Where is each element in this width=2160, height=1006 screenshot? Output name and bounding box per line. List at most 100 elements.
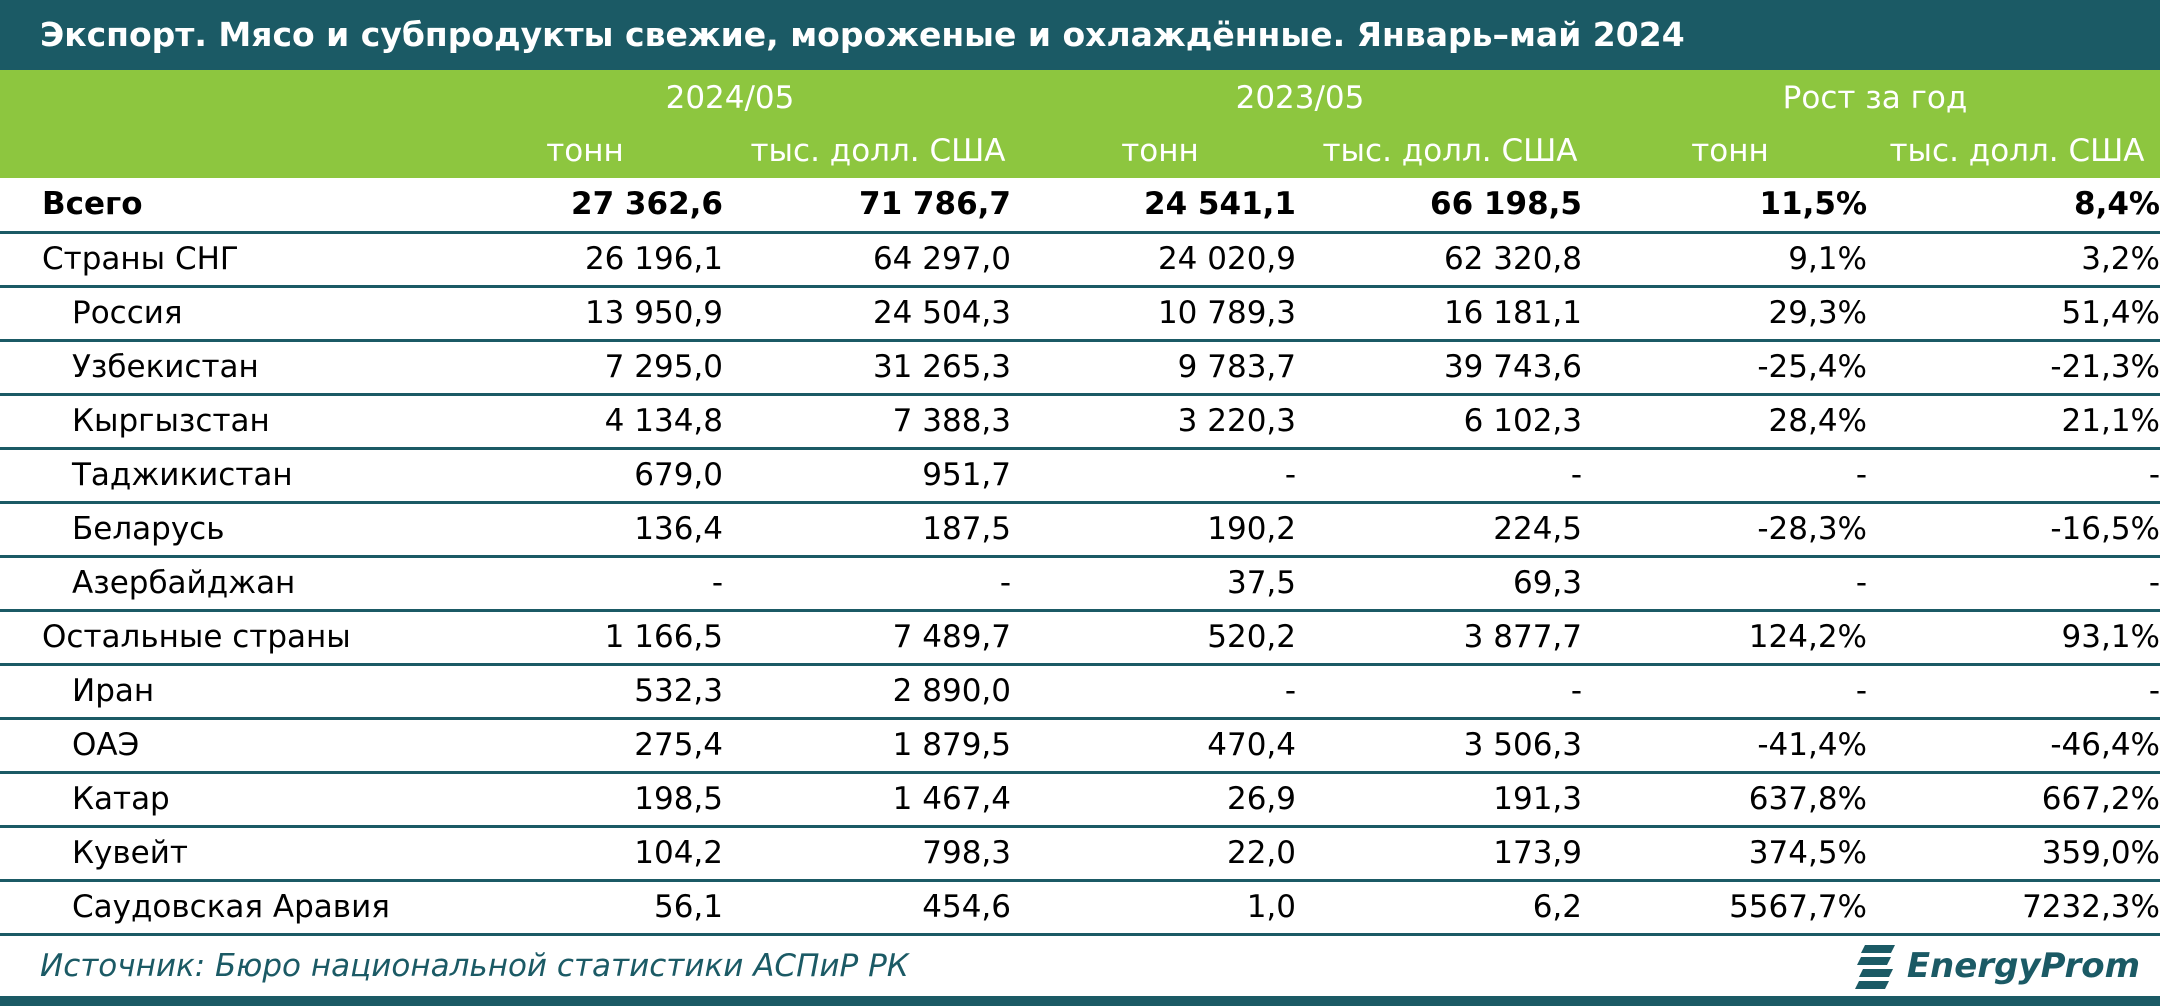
table-cell: 3 877,7 [1296, 610, 1582, 666]
row-label: Саудовская Аравия [0, 880, 505, 936]
row-label: Россия [0, 286, 505, 342]
table-cell: 28,4% [1582, 394, 1867, 450]
table-cell: 7 489,7 [723, 610, 1011, 666]
logo-text: EnergyProm [1906, 946, 2140, 986]
table-row: Узбекистан 7 295,0 31 265,3 9 783,7 39 743,6… [0, 340, 2160, 396]
table-cell: - [1296, 448, 1582, 504]
source-note: Источник: Бюро национальной статистики А… [40, 948, 909, 984]
table-row: Беларусь 136,4 187,5 190,2 224,5 -28,3% -16,5% [0, 502, 2160, 558]
table-cell: 64 297,0 [723, 232, 1011, 288]
table-cell: 37,5 [1011, 556, 1296, 612]
table-cell: 1 467,4 [723, 772, 1011, 828]
table-cell: 3 506,3 [1296, 718, 1582, 774]
table-cell: - [1582, 664, 1867, 720]
table-cell: 104,2 [505, 826, 723, 882]
unit-header-tons-growth: тонн [1691, 133, 1769, 169]
table-cell: 21,1% [1867, 394, 2160, 450]
unit-header-usd-2023: тыс. долл. США [1322, 133, 1578, 169]
table-cell: 532,3 [505, 664, 723, 720]
row-label: Узбекистан [0, 340, 505, 396]
table-cell: 798,3 [723, 826, 1011, 882]
bottom-bar [0, 996, 2160, 1006]
export-table: Всего 27 362,6 71 786,7 24 541,1 66 198,5 11,… [0, 178, 2160, 936]
table-cell: -46,4% [1867, 718, 2160, 774]
table-cell: 56,1 [505, 880, 723, 936]
table-cell: 51,4% [1867, 286, 2160, 342]
table-cell: 26 196,1 [505, 232, 723, 288]
table-cell: 7 295,0 [505, 340, 723, 396]
table-cell: 6,2 [1296, 880, 1582, 936]
table-cell: - [1582, 556, 1867, 612]
unit-header-usd-growth: тыс. долл. США [1889, 133, 2145, 169]
table-cell: 62 320,8 [1296, 232, 1582, 288]
table-row: Саудовская Аравия 56,1 454,6 1,0 6,2 5567,7% 7… [0, 880, 2160, 936]
table-header: 2024/05 2023/05 Рост за год тонн тыс. до… [0, 70, 2160, 178]
table-cell: -21,3% [1867, 340, 2160, 396]
table-cell: 359,0% [1867, 826, 2160, 882]
table-cell: - [1867, 556, 2160, 612]
table-cell: 8,4% [1867, 178, 2160, 234]
energyprom-logo-icon [1854, 945, 1895, 989]
table-cell: - [1011, 448, 1296, 504]
table-row: Таджикистан 679,0 951,7- - - - [0, 448, 2160, 504]
page-title: Экспорт. Мясо и субпродукты свежие, моро… [0, 0, 2160, 70]
table-cell: 454,6 [723, 880, 1011, 936]
row-label: Всего [0, 178, 505, 234]
table-cell: -16,5% [1867, 502, 2160, 558]
table-cell: 27 362,6 [505, 178, 723, 234]
table-cell: 951,7 [723, 448, 1011, 504]
table-cell: 24 541,1 [1011, 178, 1296, 234]
row-label: Кыргызстан [0, 394, 505, 450]
table-cell: 39 743,6 [1296, 340, 1582, 396]
table-cell: 190,2 [1011, 502, 1296, 558]
table-cell: 667,2% [1867, 772, 2160, 828]
table-cell: 69,3 [1296, 556, 1582, 612]
table-cell: - [1011, 664, 1296, 720]
unit-header-tons-2023: тонн [1121, 133, 1199, 169]
group-header-2023: 2023/05 [1235, 80, 1365, 116]
table-row: Страны СНГ 26 196,1 64 297,0 24 020,9 62 320… [0, 232, 2160, 288]
table-cell: 29,3% [1582, 286, 1867, 342]
table-row: Кыргызстан 4 134,8 7 388,3 3 220,3 6 102,3 28… [0, 394, 2160, 450]
table-cell: 24 504,3 [723, 286, 1011, 342]
table-cell: 11,5% [1582, 178, 1867, 234]
table-cell: 1 879,5 [723, 718, 1011, 774]
table-cell: 470,4 [1011, 718, 1296, 774]
table-cell: 10 789,3 [1011, 286, 1296, 342]
table-cell: 13 950,9 [505, 286, 723, 342]
row-label: Азербайджан [0, 556, 505, 612]
row-label: Остальные страны [0, 610, 505, 666]
table-cell: 7 388,3 [723, 394, 1011, 450]
table-cell: 16 181,1 [1296, 286, 1582, 342]
table-cell: 9 783,7 [1011, 340, 1296, 396]
table-row: ОАЭ 275,4 1 879,5 470,4 3 506,3 -41,4% -46,4% [0, 718, 2160, 774]
table-cell: - [505, 556, 723, 612]
table-cell: 9,1% [1582, 232, 1867, 288]
table-row: Иран 532,3 2 890,0- - - - [0, 664, 2160, 720]
table-cell: 3,2% [1867, 232, 2160, 288]
table-cell: 275,4 [505, 718, 723, 774]
unit-header-tons-2024: тонн [546, 133, 624, 169]
group-header-growth: Рост за год [1782, 80, 1968, 116]
table-cell: 22,0 [1011, 826, 1296, 882]
table-cell: 374,5% [1582, 826, 1867, 882]
footer: Источник: Бюро национальной статистики А… [0, 934, 2160, 996]
table-cell: 2 890,0 [723, 664, 1011, 720]
table-cell: 1,0 [1011, 880, 1296, 936]
table-cell: - [1296, 664, 1582, 720]
table-cell: 26,9 [1011, 772, 1296, 828]
row-label: Таджикистан [0, 448, 505, 504]
table-cell: 191,3 [1296, 772, 1582, 828]
table-cell: 1 166,5 [505, 610, 723, 666]
table-cell: 71 786,7 [723, 178, 1011, 234]
table-row: Кувейт 104,2 798,3 22,0 173,9 374,5% 359,0% [0, 826, 2160, 882]
table-row: Всего 27 362,6 71 786,7 24 541,1 66 198,5 11,… [0, 178, 2160, 234]
table-cell: 198,5 [505, 772, 723, 828]
table-row: Остальные страны 1 166,5 7 489,7 520,2 3 877… [0, 610, 2160, 666]
table-cell: 224,5 [1296, 502, 1582, 558]
table-cell: 4 134,8 [505, 394, 723, 450]
table-cell: -28,3% [1582, 502, 1867, 558]
table-cell: 3 220,3 [1011, 394, 1296, 450]
table-cell: - [723, 556, 1011, 612]
row-label: Катар [0, 772, 505, 828]
